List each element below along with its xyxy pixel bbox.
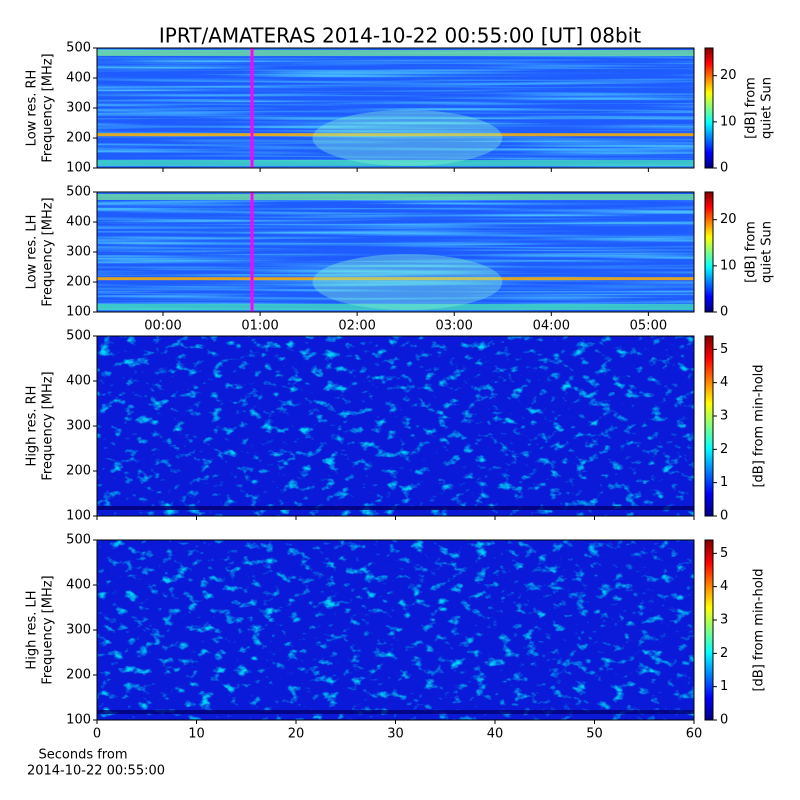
band: [97, 50, 694, 56]
colorbar-tick-label: 10: [720, 114, 737, 129]
y-tick-label: 100: [66, 509, 91, 524]
colorbar-tick-label: 0: [720, 509, 728, 524]
colorbar-tick-label: 5: [720, 546, 728, 561]
y-tick-label: 500: [66, 41, 91, 56]
y-axis-label: High res. RH: [25, 386, 40, 467]
band: [97, 160, 694, 166]
colorbar: [704, 335, 714, 517]
y-axis-label: Frequency [MHz]: [41, 371, 56, 480]
colorbar-label: [dB] from: [744, 221, 759, 283]
y-tick-label: 300: [66, 101, 91, 116]
y-tick-label: 300: [66, 623, 91, 638]
x-tick-label: 10: [188, 727, 205, 742]
colorbar-label: quiet Sun: [760, 221, 775, 283]
x-tick-label: 02:00: [338, 319, 375, 334]
y-axis-label: Frequency [MHz]: [41, 53, 56, 162]
y-tick-label: 300: [66, 245, 91, 260]
y-tick-label: 400: [66, 215, 91, 230]
x-tick-label: 50: [586, 727, 603, 742]
y-tick-label: 100: [66, 713, 91, 728]
x-axis-label: 2014-10-22 00:55:00: [27, 764, 165, 779]
y-axis-label: Low res. LH: [25, 215, 40, 290]
burst: [312, 110, 503, 166]
y-tick-label: 200: [66, 464, 91, 479]
colorbar: [704, 191, 714, 313]
spectrogram-texture: [97, 336, 694, 516]
band: [97, 194, 694, 200]
band: [97, 710, 694, 714]
y-axis-label: Frequency [MHz]: [41, 575, 56, 684]
colorbar-label: [dB] from: [744, 77, 759, 139]
colorbar-tick-label: 1: [720, 475, 728, 490]
colorbar-tick-label: 4: [720, 579, 728, 594]
x-tick-label: 05:00: [630, 319, 667, 334]
colorbar-label: quiet Sun: [760, 77, 775, 139]
colorbar-tick-label: 2: [720, 442, 728, 457]
colorbar-tick-label: 1: [720, 679, 728, 694]
spectrogram-texture: [97, 48, 694, 168]
x-tick-label: 04:00: [533, 319, 570, 334]
x-tick-label: 03:00: [435, 319, 472, 334]
y-tick-label: 400: [66, 71, 91, 86]
x-tick-label: 60: [686, 727, 703, 742]
band: [97, 133, 694, 137]
y-tick-label: 200: [66, 275, 91, 290]
y-axis-label: Frequency [MHz]: [41, 197, 56, 306]
colorbar-tick-label: 0: [720, 161, 728, 176]
y-tick-label: 500: [66, 329, 91, 344]
y-tick-label: 200: [66, 131, 91, 146]
x-tick-label: 00:00: [144, 319, 181, 334]
y-axis-label: High res. LH: [25, 590, 40, 669]
colorbar-tick-label: 3: [720, 613, 728, 628]
y-tick-label: 500: [66, 185, 91, 200]
colorbar-tick-label: 4: [720, 375, 728, 390]
x-tick-label: 20: [288, 727, 305, 742]
y-tick-label: 200: [66, 668, 91, 683]
colorbar-label: [dB] from min-hold: [752, 364, 767, 487]
y-tick-label: 300: [66, 419, 91, 434]
band: [97, 506, 694, 510]
x-tick-label: 01:00: [241, 319, 278, 334]
figure-title: IPRT/AMATERAS 2014-10-22 00:55:00 [UT] 0…: [159, 24, 641, 48]
y-tick-label: 400: [66, 374, 91, 389]
band: [97, 304, 694, 310]
y-tick-label: 500: [66, 533, 91, 548]
x-tick-label: 30: [387, 727, 404, 742]
band: [97, 277, 694, 281]
y-tick-label: 100: [66, 305, 91, 320]
x-tick-label: 0: [93, 727, 101, 742]
colorbar-tick-label: 2: [720, 646, 728, 661]
burst: [312, 254, 503, 310]
colorbar-tick-label: 20: [720, 68, 737, 83]
y-tick-label: 100: [66, 161, 91, 176]
colorbar-tick-label: 0: [720, 305, 728, 320]
colorbar-tick-label: 0: [720, 713, 728, 728]
colorbar-tick-label: 5: [720, 342, 728, 357]
colorbar: [704, 539, 714, 721]
spectrogram-texture: [97, 540, 694, 720]
colorbar-tick-label: 3: [720, 409, 728, 424]
x-axis-label: Seconds from: [38, 748, 127, 763]
colorbar: [704, 47, 714, 169]
colorbar-tick-label: 20: [720, 212, 737, 227]
y-axis-label: Low res. RH: [25, 70, 40, 147]
x-tick-label: 40: [487, 727, 504, 742]
y-tick-label: 400: [66, 578, 91, 593]
spectrogram-texture: [97, 192, 694, 312]
colorbar-label: [dB] from min-hold: [752, 568, 767, 691]
colorbar-tick-label: 10: [720, 258, 737, 273]
